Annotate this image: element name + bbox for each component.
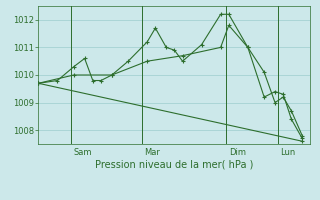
Text: Lun: Lun xyxy=(280,148,296,157)
Text: Mar: Mar xyxy=(145,148,160,157)
Text: Sam: Sam xyxy=(74,148,92,157)
Text: Dim: Dim xyxy=(229,148,246,157)
Text: Pression niveau de la mer( hPa ): Pression niveau de la mer( hPa ) xyxy=(95,159,253,169)
